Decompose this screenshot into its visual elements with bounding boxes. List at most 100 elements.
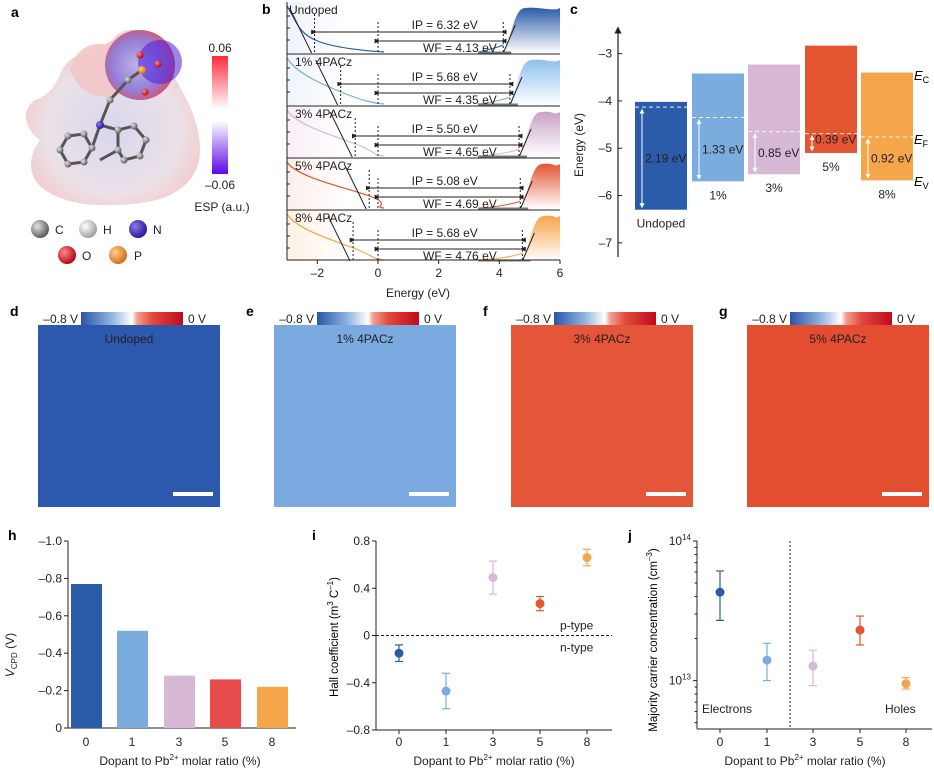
panel-label-i: i (312, 527, 316, 543)
j-y-tick-base: 10 (669, 674, 683, 688)
c-category-label: 8% (878, 187, 896, 201)
cpd-colorbar-min: –0.8 V (43, 312, 78, 326)
cpd-colorbar-min: –0.8 V (752, 312, 787, 326)
j-data-point (762, 655, 772, 665)
kpfm-maps: d –0.8 V 0 V Undoped e –0.8 V 0 V 1% 4PACz f –0.8… (10, 303, 929, 507)
b-wf-label: WF = 4.69 eV (423, 197, 497, 211)
b-x-tick-label: 6 (557, 266, 564, 280)
nitrogen-ball-icon (129, 220, 147, 238)
b-wf-label: WF = 4.76 eV (423, 249, 497, 263)
b-vb-extrapolation-line (343, 163, 367, 210)
b-ip-label: IP = 6.32 eV (412, 18, 478, 32)
b-cutoff-extrapolation-line (519, 180, 533, 210)
legend-p: P (134, 249, 142, 263)
panel-label-d: d (10, 303, 19, 319)
b-cutoff-extrapolation-line (518, 128, 532, 158)
b-vb-extrapolation-line (289, 7, 313, 54)
h-x-tick-label: 8 (269, 735, 276, 749)
i-x-tick-label: 8 (584, 735, 591, 749)
b-spectrum-left-curve (286, 57, 385, 105)
hydrogen-ball-icon (79, 220, 97, 238)
kpfm-map-panel: f –0.8 V 0 V 3% 4PACz (483, 303, 693, 507)
b-cutoff-hump (503, 7, 560, 53)
i-y-tick-label: 0.4 (353, 581, 370, 595)
j-y-tick-label: 1014 (669, 533, 692, 548)
h-y-tick-label: –1.0 (39, 534, 63, 548)
c-gap-label: 1.33 eV (702, 142, 743, 156)
b-row-background (287, 158, 348, 209)
esp-colorbar-label: ESP (a.u.) (194, 200, 249, 214)
c-band-rect (805, 45, 857, 153)
b-wf-label: WF = 4.13 eV (423, 41, 497, 55)
ev-label: EV (914, 174, 929, 191)
b-ip-label: IP = 5.08 eV (412, 174, 478, 188)
j-y-tick-exp: 14 (682, 533, 691, 542)
c-band-block: 0.39 eV 5% (805, 45, 857, 174)
i-data-point (582, 553, 592, 563)
j-y-tick-exp: 13 (682, 673, 691, 682)
panel-label-j: j (627, 527, 632, 543)
b-cutoff-hump (519, 111, 560, 157)
kpfm-map-panel: e –0.8 V 0 V 1% 4PACz (246, 303, 456, 507)
h-y-tick-label: –0.6 (39, 609, 63, 623)
b-x-tick-label: 2 (435, 266, 442, 280)
h-x-tick-label: 1 (129, 735, 136, 749)
cpd-colorbar-max: 0 V (188, 312, 206, 326)
h-y-tick-label: –0.8 (39, 571, 63, 585)
esp-colorbar-min: –0.06 (205, 178, 235, 192)
j-data-point (715, 587, 725, 597)
i-y-tick-label: –0.8 (347, 723, 371, 737)
c-category-label: 5% (822, 160, 840, 174)
h-bar (117, 630, 148, 728)
b-spectrum-left-curve (286, 5, 385, 53)
h-x-tick-label: 5 (222, 735, 229, 749)
panel-a: a (11, 4, 250, 264)
phosphorus-ball-icon (109, 246, 127, 264)
i-n-type-label: n-type (560, 641, 594, 655)
b-vb-extrapolation-line (329, 111, 353, 158)
c-y-tick-label: –6 (599, 189, 613, 203)
esp-colorbar (212, 56, 228, 174)
c-band-block: 2.19 eV Undoped (635, 101, 687, 231)
cpd-colorbar (554, 312, 656, 325)
b-spectrum-left-curve (286, 161, 385, 209)
panel-label-a: a (11, 4, 19, 20)
ec-label: EC (914, 68, 930, 85)
j-y-axis-label: Majority carrier concentration (cm–3) (645, 548, 660, 732)
c-gap-label: 0.85 eV (758, 146, 799, 160)
i-y-axis-label: Hall coefficient (m3 C–1) (326, 577, 341, 697)
i-x-tick-label: 0 (396, 735, 403, 749)
legend-c: C (55, 223, 64, 237)
b-spectrum-row: IP = 5.68 eV WF = 4.76 eV 8% 4PACz (286, 209, 560, 263)
cpd-colorbar-max: 0 V (424, 312, 442, 326)
h-y-tick-label: –0.2 (39, 684, 63, 698)
i-data-point (488, 573, 498, 583)
kpfm-map-image (274, 325, 456, 507)
h-bar (71, 584, 102, 728)
h-y-axis-label: VCPD (V) (3, 633, 19, 677)
j-y-tick-label: 1013 (669, 673, 692, 688)
b-series-label: 3% 4PACz (295, 107, 352, 121)
b-series-label: 1% 4PACz (295, 55, 352, 69)
b-cutoff-hump (509, 59, 560, 105)
scale-bar (882, 492, 922, 496)
b-spectrum-row: IP = 6.32 eV WF = 4.13 eV Undoped (286, 2, 560, 55)
c-band-rect (692, 73, 744, 182)
i-p-type-label: p-type (560, 619, 594, 633)
panel-b-ups-spectra: b IP = 6.32 eV WF = 4.13 eV Undoped IP = 5.… (262, 1, 564, 300)
i-x-tick-label: 5 (537, 735, 544, 749)
legend-h: H (103, 223, 112, 237)
c-gap-label: 2.19 eV (645, 151, 686, 165)
cpd-colorbar-min: –0.8 V (516, 312, 551, 326)
c-y-tick-label: –7 (599, 236, 613, 250)
panel-label-b: b (262, 1, 271, 17)
scale-bar (173, 492, 213, 496)
b-series-label: 5% 4PACz (295, 159, 352, 173)
h-x-tick-label: 3 (176, 735, 183, 749)
carbon-ball-icon (31, 220, 49, 238)
kpfm-map-label: 1% 4PACz (336, 332, 393, 346)
b-cutoff-extrapolation-line (502, 24, 516, 54)
panel-label-f: f (483, 303, 488, 319)
h-y-tick-label: 0 (55, 721, 62, 735)
